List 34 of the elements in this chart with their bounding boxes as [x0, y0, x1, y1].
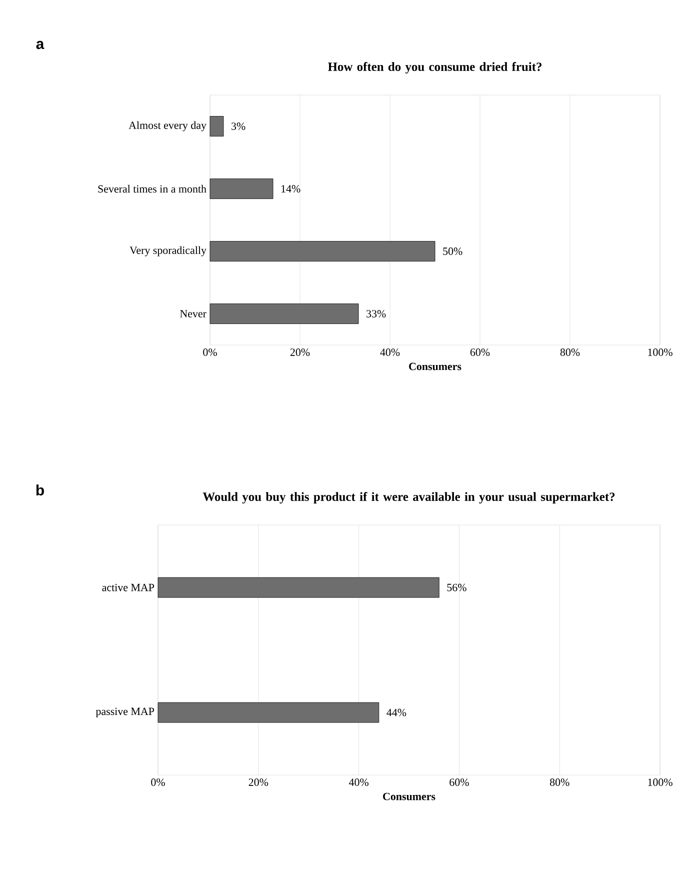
x-tick-label: 40%: [380, 348, 400, 356]
x-tick-label: 0%: [203, 348, 217, 356]
y-tick-label: passive MAP: [96, 708, 154, 718]
y-tick-label: Never: [180, 310, 206, 318]
text: b: [36, 484, 44, 496]
x-tick-label: 80%: [560, 348, 580, 356]
data-label: 56%: [447, 584, 466, 592]
data-label: 33%: [366, 310, 386, 318]
chart-title: How often do you consume dried fruit?: [328, 62, 542, 74]
bar: [210, 241, 436, 262]
x-axis-title: Consumers: [383, 792, 436, 800]
y-tick-label: Several times in a month: [98, 184, 206, 193]
bar: [210, 178, 274, 199]
x-tick-label: 0%: [151, 778, 165, 786]
data-label: 44%: [386, 708, 406, 716]
x-tick-label: 100%: [648, 348, 672, 356]
y-tick-label: active MAP: [102, 584, 154, 592]
x-tick-label: 60%: [470, 348, 490, 356]
x-axis-title: Consumers: [409, 362, 462, 370]
x-tick-label: 100%: [648, 778, 672, 786]
y-tick-label: Very sporadically: [130, 246, 206, 256]
data-label: 50%: [443, 248, 462, 255]
y-tick-label: Almost every day: [128, 121, 206, 132]
x-tick-label: 20%: [290, 348, 310, 356]
x-tick-label: 20%: [248, 778, 268, 786]
x-tick-label: 40%: [348, 778, 368, 786]
bar: [210, 116, 224, 136]
text: a: [36, 40, 44, 50]
x-tick-label: 80%: [550, 778, 570, 786]
bar: [210, 304, 359, 324]
x-tick-label: 60%: [450, 778, 469, 786]
data-label: 3%: [232, 122, 246, 130]
chart-title: Would you buy this product if it were available in your usual supermarket?: [202, 492, 615, 504]
data-label: 14%: [281, 185, 300, 192]
